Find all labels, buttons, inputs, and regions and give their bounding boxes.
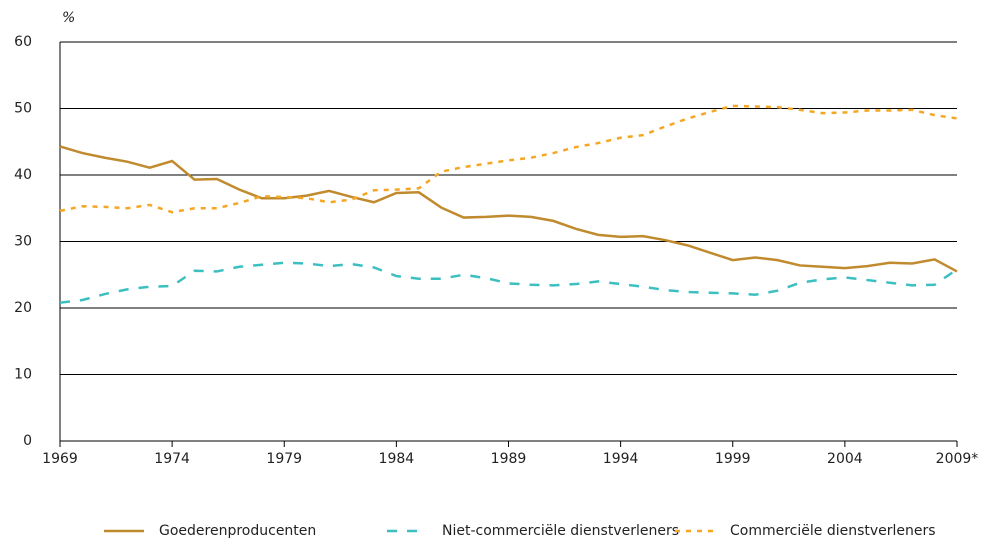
x-tick-label: 2004 [827, 451, 863, 467]
series-line [59, 104, 958, 214]
legend-label: Niet-commerciële dienstverleners [442, 523, 679, 539]
y-axis-label: % [62, 10, 75, 26]
legend-label: Goederenproducenten [159, 523, 316, 539]
x-tick-label: 2009* [936, 451, 979, 467]
y-tick-label: 0 [23, 433, 32, 449]
x-tick-label: 1969 [42, 451, 78, 467]
x-tick-label: 1979 [266, 451, 302, 467]
y-tick-label: 50 [14, 101, 32, 117]
y-tick-label: 30 [14, 234, 32, 250]
x-tick-label: 1999 [715, 451, 751, 467]
x-tick-label: 1994 [603, 451, 639, 467]
x-tick-label: 1989 [491, 451, 527, 467]
y-tick-label: 40 [14, 167, 32, 183]
series-line [59, 145, 958, 273]
x-tick-label: 1984 [379, 451, 415, 467]
legend-label: Commerciële dienstverleners [730, 523, 936, 539]
y-tick-label: 20 [14, 300, 32, 316]
y-tick-label: 60 [14, 34, 32, 50]
series-line [59, 261, 958, 304]
y-tick-label: 10 [14, 367, 32, 383]
x-tick-label: 1974 [154, 451, 190, 467]
